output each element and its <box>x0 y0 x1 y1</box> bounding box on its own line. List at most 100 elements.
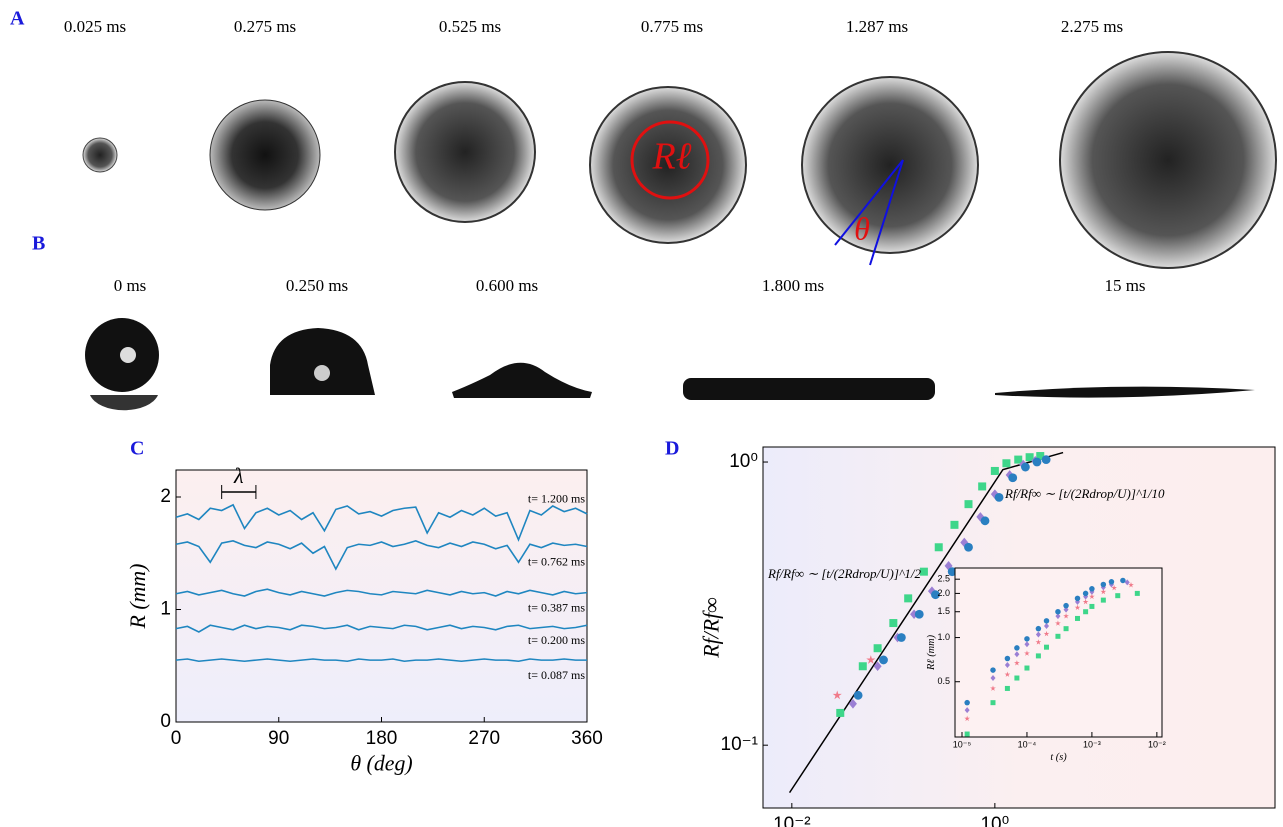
point <box>879 655 888 665</box>
x-tick-label: 270 <box>468 728 500 749</box>
y-tick-label: 2 <box>160 486 171 507</box>
point <box>927 586 936 596</box>
lambda-label: λ <box>233 463 244 488</box>
point <box>1082 598 1089 605</box>
point <box>836 708 845 717</box>
time-label: 0.775 ms <box>641 17 703 36</box>
x-tick-label: 10⁻³ <box>1083 739 1101 749</box>
x-tick-label: 10⁻² <box>773 814 811 827</box>
drop-image <box>209 99 321 211</box>
annotation: Rf/Rf∞ ∼ [t/(2Rdrop/U)]^1/2 <box>767 566 921 581</box>
point <box>1044 622 1050 629</box>
data-line <box>175 588 588 597</box>
point <box>980 516 990 526</box>
point <box>1021 462 1030 472</box>
point <box>1055 613 1061 620</box>
point <box>1100 597 1106 603</box>
time-label: 15 ms <box>1104 276 1145 295</box>
y-axis-label: R (mm) <box>126 564 150 630</box>
point <box>964 542 973 552</box>
point <box>1002 459 1011 468</box>
point <box>1120 577 1126 584</box>
point <box>1024 636 1030 642</box>
y-tick-label: 1.5 <box>937 606 950 616</box>
time-label: 1.800 ms <box>762 276 824 295</box>
point <box>873 644 882 653</box>
point <box>1024 650 1030 656</box>
y-axis-label: Rf/Rf∞ <box>700 597 724 659</box>
data-line <box>175 540 588 571</box>
time-label: 0.600 ms <box>476 276 538 295</box>
point <box>1063 602 1069 609</box>
time-label: 0.525 ms <box>439 17 501 36</box>
x-tick-label: 180 <box>366 728 398 749</box>
panel-label: A <box>10 8 25 30</box>
y-axis-label: Rℓ (mm) <box>926 634 937 671</box>
data-line <box>175 624 588 633</box>
y-tick-label: 2.5 <box>937 574 950 584</box>
point <box>1043 630 1050 637</box>
point <box>866 655 876 664</box>
point <box>1128 582 1134 588</box>
point <box>896 633 906 642</box>
point <box>931 590 940 600</box>
r-label: Rℓ <box>651 136 691 178</box>
time-label: 0 ms <box>114 276 147 295</box>
point <box>1014 645 1020 651</box>
annotation: Rf/Rf∞ ∼ [t/(2Rdrop/U)]^1/10 <box>1004 486 1165 501</box>
x-tick-label: 0 <box>171 728 182 749</box>
point <box>1083 609 1089 615</box>
point <box>1055 633 1061 639</box>
point <box>1014 660 1020 666</box>
point <box>910 609 919 620</box>
panel-a-images: Rℓ θ <box>82 51 1277 269</box>
point <box>904 594 913 603</box>
point <box>1100 581 1107 588</box>
point <box>873 661 882 672</box>
point <box>1035 625 1042 632</box>
point <box>990 675 996 682</box>
point <box>950 520 959 529</box>
point <box>1008 473 1018 483</box>
point <box>1035 639 1042 645</box>
point <box>858 662 867 671</box>
point <box>976 512 985 522</box>
time-label: 0.250 ms <box>286 276 348 295</box>
point <box>990 667 996 673</box>
series-label: t= 0.762 ms <box>528 554 585 568</box>
point <box>1004 655 1011 662</box>
point <box>964 731 970 737</box>
point <box>1063 606 1069 613</box>
point <box>919 567 928 576</box>
time-label: 0.025 ms <box>64 17 126 36</box>
point <box>964 715 971 722</box>
point <box>990 685 996 691</box>
point <box>1014 651 1020 658</box>
y-tick-label: 1.0 <box>937 632 950 642</box>
point <box>1044 644 1050 650</box>
x-tick-label: 10⁰ <box>980 814 1009 827</box>
point <box>1134 590 1140 596</box>
panel-label: D <box>665 438 679 460</box>
point <box>978 482 987 491</box>
drop-image <box>683 378 935 400</box>
point <box>964 707 970 714</box>
point <box>1089 593 1095 600</box>
x-tick-label: 10⁻⁴ <box>1018 739 1037 749</box>
series-label: t= 0.387 ms <box>528 600 585 614</box>
point <box>832 690 842 700</box>
drop-image <box>589 86 747 244</box>
point <box>1024 665 1030 671</box>
point <box>964 699 970 706</box>
point <box>990 466 999 475</box>
data-line <box>175 503 588 542</box>
series-label: t= 0.200 ms <box>528 633 585 647</box>
point <box>1014 455 1023 464</box>
point <box>1089 586 1095 592</box>
point <box>1004 685 1010 691</box>
point <box>1089 603 1095 609</box>
reflection <box>90 395 158 411</box>
series-label: t= 0.087 ms <box>528 668 585 682</box>
x-tick-label: 10⁻⁵ <box>953 739 972 749</box>
